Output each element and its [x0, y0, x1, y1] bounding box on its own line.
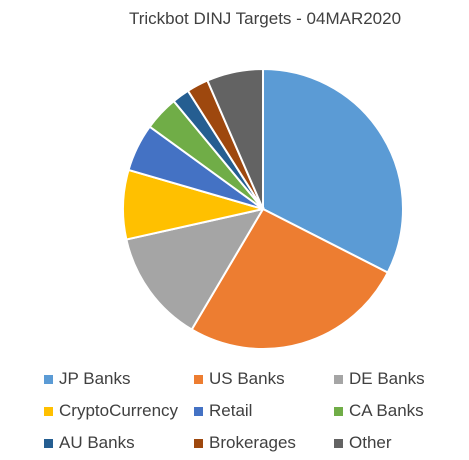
legend-item-cryptocurrency: CryptoCurrency — [44, 399, 194, 423]
chart-legend: JP Banks US Banks DE Banks CryptoCurrency Re… — [44, 367, 464, 455]
legend-item-au-banks: AU Banks — [44, 431, 194, 455]
legend-swatch — [194, 375, 203, 384]
legend-item-retail: Retail — [194, 399, 334, 423]
legend-item-us-banks: US Banks — [194, 367, 334, 391]
legend-swatch — [334, 439, 343, 448]
legend-swatch — [44, 439, 53, 448]
legend-swatch — [44, 375, 53, 384]
legend-label: DE Banks — [349, 369, 425, 389]
legend-item-ca-banks: CA Banks — [334, 399, 454, 423]
legend-label: JP Banks — [59, 369, 131, 389]
legend-item-other: Other — [334, 431, 454, 455]
legend-swatch — [334, 407, 343, 416]
legend-item-jp-banks: JP Banks — [44, 367, 194, 391]
legend-swatch — [194, 407, 203, 416]
legend-swatch — [194, 439, 203, 448]
legend-item-de-banks: DE Banks — [334, 367, 454, 391]
legend-label: Retail — [209, 401, 252, 421]
legend-label: Other — [349, 433, 392, 453]
legend-item-brokerages: Brokerages — [194, 431, 334, 455]
legend-label: Brokerages — [209, 433, 296, 453]
legend-label: CryptoCurrency — [59, 401, 178, 421]
legend-swatch — [334, 375, 343, 384]
legend-label: US Banks — [209, 369, 285, 389]
legend-label: CA Banks — [349, 401, 424, 421]
legend-label: AU Banks — [59, 433, 135, 453]
legend-swatch — [44, 407, 53, 416]
